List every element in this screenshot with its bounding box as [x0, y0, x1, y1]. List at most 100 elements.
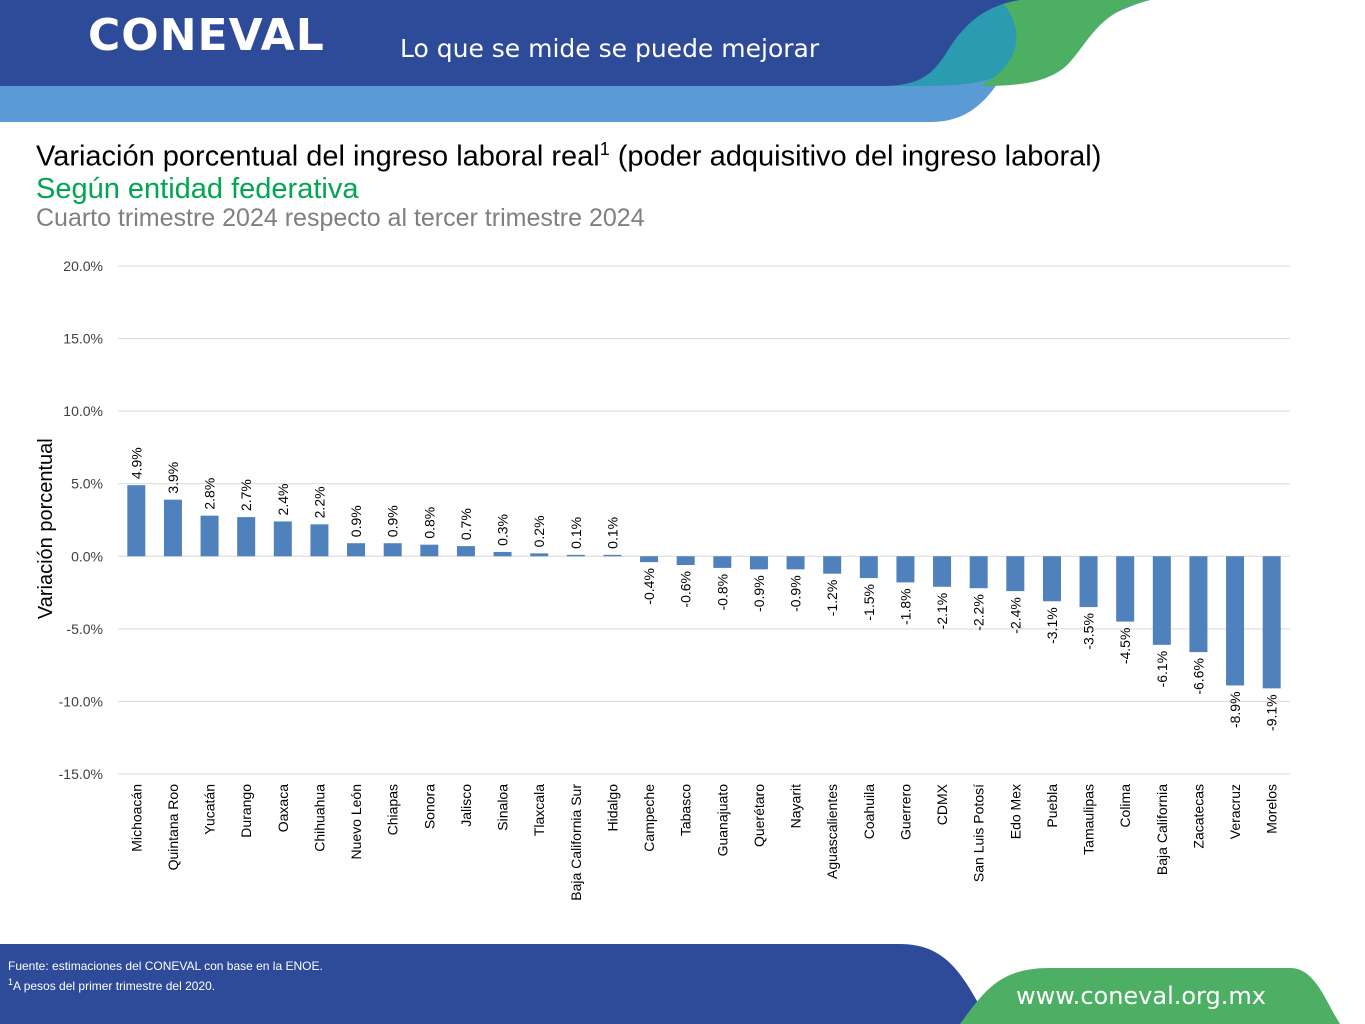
bar	[163, 499, 182, 557]
bar	[347, 543, 366, 557]
data-label: -1.5%	[861, 584, 877, 621]
data-label: 2.8%	[202, 478, 218, 510]
y-tick-label: -10.0%	[59, 693, 103, 709]
bar	[273, 521, 292, 557]
category-label: Tlaxcala	[531, 784, 547, 836]
data-label: -8.9%	[1227, 691, 1243, 728]
website-link[interactable]: www.coneval.org.mx	[1016, 982, 1266, 1010]
data-label: -6.1%	[1154, 651, 1170, 688]
bar	[566, 554, 585, 557]
category-label: Guanajuato	[714, 784, 730, 857]
category-label: Nuevo León	[348, 784, 364, 860]
bar	[1006, 556, 1025, 592]
category-label: Oaxaca	[275, 784, 291, 832]
category-label: Quintana Roo	[165, 784, 181, 871]
title-after: (poder adquisitivo del ingreso laboral)	[609, 140, 1102, 173]
coneval-logo: CONEVAL	[88, 10, 325, 61]
data-label: -6.6%	[1190, 658, 1206, 695]
y-tick-label: -15.0%	[59, 766, 103, 782]
source-line-2: 1A pesos del primer trimestre del 2020.	[8, 974, 323, 994]
bar	[420, 544, 439, 557]
category-label: Guerrero	[897, 784, 913, 840]
category-label: Colima	[1117, 784, 1133, 828]
category-label: Morelos	[1264, 784, 1280, 834]
data-label: -0.9%	[751, 575, 767, 612]
data-label: 0.8%	[421, 507, 437, 539]
category-label: Aguascalientes	[824, 784, 840, 879]
data-label: -2.4%	[1007, 597, 1023, 634]
data-label: 2.7%	[238, 479, 254, 511]
category-label: Durango	[238, 784, 254, 838]
category-label: Sinaloa	[495, 784, 511, 831]
data-label: 0.2%	[531, 515, 547, 547]
bar	[640, 556, 659, 563]
bar	[237, 517, 256, 557]
footer-banner: Fuente: estimaciones del CONEVAL con bas…	[0, 940, 1365, 1024]
category-label: CDMX	[934, 783, 950, 825]
data-label: 0.1%	[604, 517, 620, 549]
bar-chart: -15.0% -10.0% -5.0% 0.0% 5.0% 10.0% 15.0% 20.0%…	[35, 258, 1290, 901]
bar	[676, 556, 695, 565]
source-line-1: Fuente: estimaciones del CONEVAL con bas…	[8, 959, 323, 973]
bar	[493, 551, 512, 557]
bar	[1152, 556, 1171, 645]
bar	[127, 485, 146, 557]
category-label: Jalisco	[458, 784, 474, 827]
title-main: Variación porcentual del ingreso laboral…	[36, 140, 600, 173]
y-tick-label: 15.0%	[63, 331, 103, 347]
y-tick-label: 5.0%	[71, 476, 103, 492]
page-subtitle: Según entidad federativa	[36, 172, 359, 205]
data-label: -1.2%	[824, 580, 840, 617]
bar	[823, 556, 842, 574]
category-label: Chihuahua	[311, 784, 327, 852]
bar	[456, 546, 475, 557]
footer-background	[0, 944, 1340, 1024]
category-label: Tabasco	[678, 784, 694, 836]
data-label: -1.8%	[897, 588, 913, 625]
source-line-2-text: A pesos del primer trimestre del 2020.	[13, 979, 216, 993]
data-label: -3.5%	[1081, 613, 1097, 650]
category-label: Campeche	[641, 784, 657, 852]
category-label: San Luis Potosí	[971, 784, 987, 882]
category-label: Sonora	[421, 784, 437, 829]
category-label: Chiapas	[385, 784, 401, 835]
bar	[933, 556, 952, 587]
bar	[530, 553, 549, 557]
data-label: -2.1%	[934, 593, 950, 630]
data-label: 0.7%	[458, 508, 474, 540]
category-label: Edo Mex	[1007, 784, 1023, 839]
category-label: Yucatán	[202, 784, 218, 835]
data-label: 3.9%	[165, 462, 181, 494]
bar	[713, 556, 732, 568]
data-label: -3.1%	[1044, 607, 1060, 644]
category-label: Hidalgo	[604, 784, 620, 832]
category-label: Tamaulipas	[1081, 784, 1097, 855]
category-label: Zacatecas	[1190, 784, 1206, 849]
y-tick-label: 0.0%	[71, 548, 103, 564]
bar	[896, 556, 915, 583]
slogan: Lo que se mide se puede mejorar	[400, 34, 820, 63]
category-label: Nayarit	[788, 784, 804, 828]
bar	[1262, 556, 1281, 689]
bar	[749, 556, 768, 570]
y-axis-title: Variación porcentual	[35, 438, 57, 619]
bar	[383, 543, 402, 557]
category-label: Querétaro	[751, 784, 767, 847]
y-tick-label: 10.0%	[63, 403, 103, 419]
source-note: Fuente: estimaciones del CONEVAL con bas…	[8, 958, 323, 994]
data-label: 0.3%	[495, 514, 511, 546]
category-label: Baja California Sur	[568, 784, 584, 901]
page-period: Cuarto trimestre 2024 respecto al tercer…	[36, 203, 645, 232]
data-label: -0.9%	[788, 575, 804, 612]
bar	[603, 554, 622, 557]
data-label: 0.9%	[385, 505, 401, 537]
bar	[310, 524, 329, 557]
bar	[786, 556, 805, 570]
bar	[1116, 556, 1135, 622]
y-tick-label: 20.0%	[63, 258, 103, 274]
titles-block: Variación porcentual del ingreso laboral…	[36, 139, 1102, 233]
category-label: Puebla	[1044, 784, 1060, 828]
bar	[1079, 556, 1098, 608]
title-footnote-mark: 1	[599, 139, 610, 159]
data-label: -2.2%	[971, 594, 987, 631]
